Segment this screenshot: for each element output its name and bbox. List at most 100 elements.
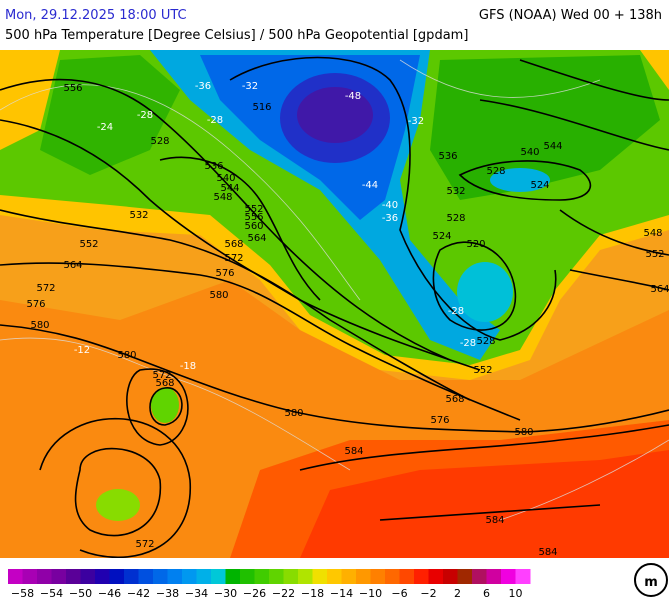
contour-label: 580 bbox=[117, 350, 136, 361]
colorbar-label: −54 bbox=[40, 587, 63, 600]
contour-label: -28 bbox=[207, 115, 223, 126]
model-run: GFS (NOAA) Wed 00 + 138h bbox=[479, 8, 662, 23]
contour-label: 556 bbox=[244, 212, 263, 223]
colorbar-swatch bbox=[37, 569, 52, 584]
datetime: Mon, 29.12.2025 18:00 UTC bbox=[5, 8, 187, 23]
colorbar: −58 −54 −50 −46 −42 −38 −34 −30 −26 −22 −18 −14 −10−… bbox=[8, 569, 531, 600]
contour-label: 544 bbox=[543, 141, 562, 152]
colorbar-swatch bbox=[22, 569, 38, 584]
colorbar-swatch bbox=[501, 569, 516, 584]
contour-label: 548 bbox=[643, 228, 662, 239]
contour-label: 568 bbox=[445, 394, 464, 405]
colorbar-label: −26 bbox=[243, 587, 266, 600]
contour-label: 584 bbox=[344, 446, 363, 457]
contour-label: 528 bbox=[446, 213, 465, 224]
colorbar-swatch bbox=[327, 569, 342, 584]
contour-label: -36 bbox=[195, 81, 211, 92]
colorbar-swatch bbox=[356, 569, 371, 584]
contour-label: 520 bbox=[466, 239, 485, 250]
contour-label: 528 bbox=[486, 166, 505, 177]
contour-label: 556 bbox=[63, 83, 82, 94]
contour-label: 568 bbox=[155, 378, 174, 389]
colorbar-swatch bbox=[225, 569, 241, 584]
contour-label: 532 bbox=[129, 210, 148, 221]
colorbar-label: −46 bbox=[98, 587, 121, 600]
contour-label: 548 bbox=[213, 192, 232, 203]
colorbar-label: −14 bbox=[330, 587, 353, 600]
contour-label: -18 bbox=[180, 361, 196, 372]
contour-label: -32 bbox=[242, 81, 258, 92]
contour-label: 572 bbox=[152, 370, 171, 381]
colorbar-label: 10 bbox=[509, 587, 523, 600]
contour-label: -12 bbox=[74, 345, 90, 356]
contour-label: 564 bbox=[247, 233, 266, 244]
colorbar-swatch bbox=[457, 569, 473, 584]
colorbar-swatch bbox=[428, 569, 444, 584]
contour-label: 580 bbox=[209, 290, 228, 301]
colorbar-label: −6 bbox=[391, 587, 407, 600]
colorbar-swatch bbox=[414, 569, 429, 584]
colorbar-swatch bbox=[124, 569, 139, 584]
colorbar-swatch bbox=[8, 569, 23, 584]
colorbar-swatch bbox=[167, 569, 183, 584]
contour-label: -24 bbox=[97, 122, 113, 133]
contour-label: 584 bbox=[485, 515, 504, 526]
contour-label: 516 bbox=[252, 102, 271, 113]
colorbar-swatch bbox=[211, 569, 226, 584]
contour-label: 580 bbox=[30, 320, 49, 331]
colorbar-swatch bbox=[109, 569, 125, 584]
contour-label: 536 bbox=[204, 161, 223, 172]
contour-label: 572 bbox=[224, 253, 243, 264]
contour-label: -28 bbox=[448, 306, 464, 317]
contour-label: 576 bbox=[215, 268, 234, 279]
contour-labels: 5565285325525645725765805805805765725685… bbox=[26, 81, 669, 558]
colorbar-label: −30 bbox=[214, 587, 237, 600]
colorbar-swatch bbox=[385, 569, 400, 584]
colorbar-swatch bbox=[66, 569, 81, 584]
colorbar-label: −22 bbox=[272, 587, 295, 600]
contour-label: -28 bbox=[137, 110, 153, 121]
colorbar-swatch bbox=[182, 569, 197, 584]
contour-label: 560 bbox=[244, 221, 263, 232]
contour-label: 552 bbox=[645, 249, 664, 260]
colorbar-label: −10 bbox=[359, 587, 382, 600]
colorbar-swatch bbox=[240, 569, 255, 584]
colorbar-swatch bbox=[254, 569, 270, 584]
contour-label: 552 bbox=[473, 365, 492, 376]
contour-label: 568 bbox=[224, 239, 243, 250]
parameter: 500 hPa Temperature [Degree Celsius] / 5… bbox=[5, 28, 468, 43]
contour-label: 540 bbox=[520, 147, 539, 158]
colorbar-label: −42 bbox=[127, 587, 150, 600]
colorbar-label: −50 bbox=[69, 587, 92, 600]
colorbar-swatch bbox=[515, 569, 531, 584]
colorbar-swatch bbox=[486, 569, 502, 584]
svg-text:m: m bbox=[644, 575, 658, 590]
contour-label: 572 bbox=[36, 283, 55, 294]
contour-label: 564 bbox=[63, 260, 82, 271]
contour-label: -32 bbox=[408, 116, 424, 127]
colorbar-swatch bbox=[269, 569, 284, 584]
colorbar-swatch bbox=[399, 569, 415, 584]
colorbar-label: −34 bbox=[185, 587, 208, 600]
contour-label: 524 bbox=[432, 231, 451, 242]
contour-label: 552 bbox=[244, 204, 263, 215]
map bbox=[0, 50, 669, 558]
contour-label: 532 bbox=[446, 186, 465, 197]
contour-label: 528 bbox=[476, 336, 495, 347]
contour-label: 580 bbox=[514, 427, 533, 438]
contour-label: 572 bbox=[135, 539, 154, 550]
colorbar-label: −18 bbox=[301, 587, 324, 600]
colorbar-swatch bbox=[312, 569, 328, 584]
contour-label: 540 bbox=[216, 173, 235, 184]
contour-label: -28 bbox=[460, 338, 476, 349]
contour-label: -48 bbox=[345, 91, 361, 102]
colorbar-label: −2 bbox=[420, 587, 436, 600]
contour-label: 528 bbox=[150, 136, 169, 147]
contour-label: 552 bbox=[79, 239, 98, 250]
contour-label: 576 bbox=[26, 299, 45, 310]
contour-label: 576 bbox=[430, 415, 449, 426]
colorbar-swatch bbox=[153, 569, 168, 584]
logo: m bbox=[634, 563, 668, 597]
contour-label: 544 bbox=[220, 183, 239, 194]
